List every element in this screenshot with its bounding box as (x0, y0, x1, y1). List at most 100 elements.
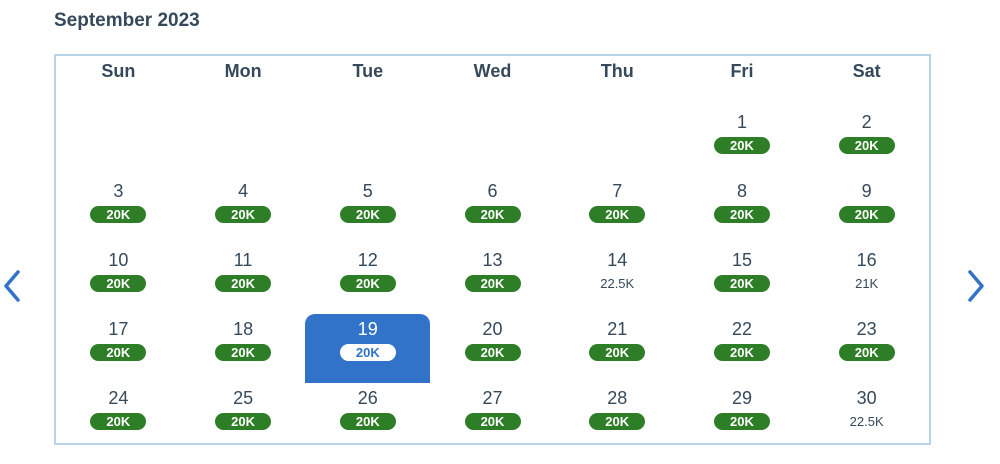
day-number: 3 (113, 181, 124, 201)
day-cell[interactable]: 29 20K (680, 383, 805, 452)
day-number: 25 (233, 388, 254, 408)
day-number: 26 (357, 388, 378, 408)
day-cell[interactable]: 14 22.5K (555, 245, 680, 314)
day-cell[interactable]: 27 20K (430, 383, 555, 452)
day-cell[interactable]: 11 20K (181, 245, 306, 314)
day-number: 7 (612, 181, 623, 201)
day-number: 10 (108, 250, 129, 270)
empty-day-cell (430, 107, 555, 176)
day-number: 24 (108, 388, 129, 408)
week-row: 10 20K 11 20K 12 20K 13 20K 14 22.5K 15 20K 16 21K (56, 245, 929, 314)
day-number: 13 (482, 250, 503, 270)
day-number: 14 (607, 250, 628, 270)
price-badge: 20K (215, 344, 272, 361)
day-cell[interactable]: 20 20K (430, 314, 555, 383)
day-cell[interactable]: 2 20K (804, 107, 929, 176)
empty-day-cell (305, 107, 430, 176)
day-number: 15 (731, 250, 752, 270)
week-row: 3 20K 4 20K 5 20K 6 20K 7 20K 8 20K 9 20K (56, 176, 929, 245)
day-number: 21 (607, 319, 628, 339)
price-label: 21K (855, 276, 879, 291)
price-badge: 20K (589, 344, 646, 361)
day-number: 1 (736, 112, 747, 132)
day-cell[interactable]: 12 20K (305, 245, 430, 314)
previous-month-button[interactable] (0, 266, 24, 306)
price-badge: 20K (339, 413, 396, 430)
weekday-sun: Sun (101, 61, 136, 81)
day-number: 29 (731, 388, 752, 408)
day-cell[interactable]: 6 20K (430, 176, 555, 245)
price-badge: 20K (215, 275, 272, 292)
price-badge: 20K (713, 206, 770, 223)
week-row: 1 20K 2 20K (56, 107, 929, 176)
price-badge: 20K (838, 206, 895, 223)
day-number: 18 (233, 319, 254, 339)
day-cell-selected[interactable]: 19 20K (305, 314, 431, 383)
day-number: 12 (357, 250, 378, 270)
price-badge: 20K (90, 275, 147, 292)
weekday-thu: Thu (600, 61, 634, 81)
price-badge: 20K (713, 137, 770, 154)
price-badge: 20K (838, 137, 895, 154)
price-badge: 20K (713, 413, 770, 430)
day-cell[interactable]: 24 20K (56, 383, 181, 452)
calendar-grid: Sun Mon Tue Wed Thu Fri Sat 1 20K 2 20K 3 20K… (54, 54, 931, 445)
price-badge: 20K (90, 206, 147, 223)
week-row: 17 20K 18 20K 19 20K 20 20K 21 20K 22 20K 23 20K (56, 314, 929, 383)
empty-day-cell (555, 107, 680, 176)
price-badge: 20K (215, 206, 272, 223)
day-cell[interactable]: 7 20K (555, 176, 680, 245)
day-cell[interactable]: 5 20K (305, 176, 430, 245)
day-number: 19 (357, 319, 378, 339)
day-number: 28 (607, 388, 628, 408)
day-number: 4 (238, 181, 249, 201)
day-cell[interactable]: 13 20K (430, 245, 555, 314)
day-cell[interactable]: 16 21K (804, 245, 929, 314)
price-badge: 20K (90, 344, 147, 361)
weekday-header: Sun Mon Tue Wed Thu Fri Sat (56, 56, 929, 90)
day-cell[interactable]: 21 20K (555, 314, 680, 383)
price-badge: 20K (464, 413, 521, 430)
day-cell[interactable]: 25 20K (181, 383, 306, 452)
price-badge: 20K (339, 344, 396, 361)
weekday-sat: Sat (852, 61, 881, 81)
price-badge: 20K (464, 344, 521, 361)
next-month-button[interactable] (964, 266, 988, 306)
day-cell[interactable]: 10 20K (56, 245, 181, 314)
chevron-left-icon (4, 270, 20, 302)
weekday-wed: Wed (473, 61, 512, 81)
day-number: 30 (856, 388, 877, 408)
price-badge: 20K (464, 275, 521, 292)
empty-day-cell (56, 107, 181, 176)
price-badge: 20K (713, 344, 770, 361)
day-number: 6 (487, 181, 498, 201)
day-number: 11 (233, 250, 253, 270)
weekday-mon: Mon (224, 61, 262, 81)
day-cell[interactable]: 30 22.5K (804, 383, 929, 452)
day-cell[interactable]: 3 20K (56, 176, 181, 245)
price-badge: 20K (838, 344, 895, 361)
day-cell[interactable]: 18 20K (181, 314, 306, 383)
month-title: September 2023 (54, 10, 200, 31)
day-number: 16 (856, 250, 877, 270)
day-cell[interactable]: 4 20K (181, 176, 306, 245)
day-cell[interactable]: 8 20K (680, 176, 805, 245)
price-badge: 20K (589, 206, 646, 223)
day-number: 20 (482, 319, 503, 339)
price-badge: 20K (90, 413, 147, 430)
day-number: 2 (861, 112, 872, 132)
day-cell[interactable]: 28 20K (555, 383, 680, 452)
week-row: 24 20K 25 20K 26 20K 27 20K 28 20K 29 20K 30 22.5K (56, 383, 929, 452)
day-cell[interactable]: 17 20K (56, 314, 181, 383)
day-cell[interactable]: 23 20K (804, 314, 929, 383)
day-cell[interactable]: 26 20K (305, 383, 430, 452)
weekday-fri: Fri (730, 61, 754, 81)
day-cell[interactable]: 15 20K (680, 245, 805, 314)
price-label: 22.5K (600, 276, 635, 291)
day-number: 17 (108, 319, 129, 339)
day-cell[interactable]: 9 20K (804, 176, 929, 245)
day-cell[interactable]: 1 20K (680, 107, 805, 176)
day-cell[interactable]: 22 20K (680, 314, 805, 383)
price-badge: 20K (215, 413, 272, 430)
day-number: 27 (482, 388, 503, 408)
